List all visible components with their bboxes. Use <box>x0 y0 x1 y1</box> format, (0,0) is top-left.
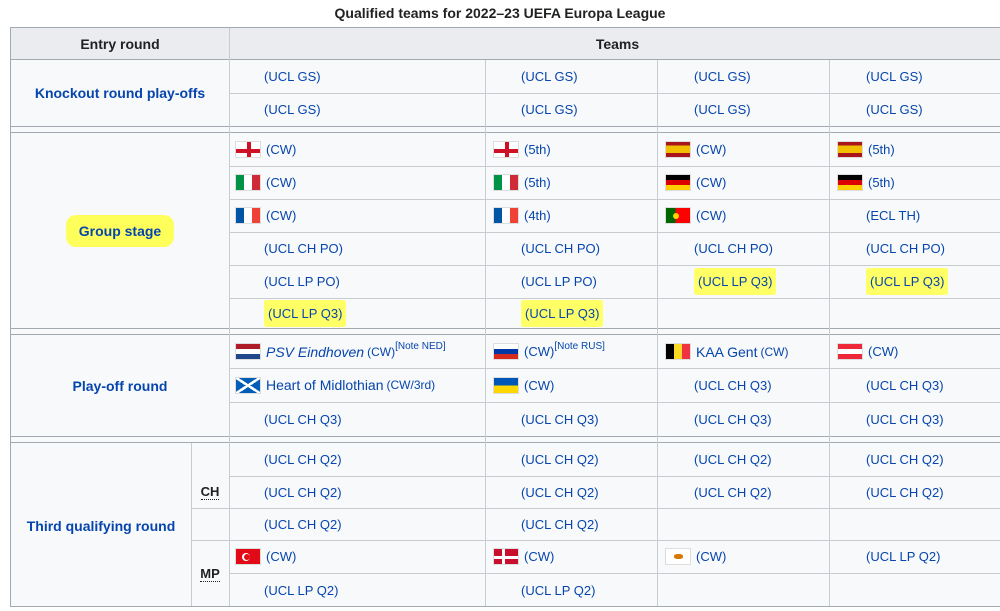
list-item: (UCL LP Q3) <box>866 265 949 298</box>
list-item: (UCL GS) <box>264 69 321 84</box>
list-item: (UCL LP Q2) <box>521 583 596 598</box>
list-item: (UCL GS) <box>521 102 578 117</box>
list-item: (CW) <box>493 368 554 402</box>
denmark-flag-icon[interactable] <box>493 548 519 565</box>
england-flag-icon[interactable] <box>235 141 261 158</box>
list-item: KAA Gent (CW) <box>665 335 788 368</box>
round-group-stage[interactable]: Group stage <box>11 133 229 328</box>
list-item: (UCL LP Q3) <box>521 298 604 328</box>
list-item: (UCL CH Q2) <box>264 452 342 467</box>
list-item: (ECL TH) <box>866 208 921 223</box>
list-item: (UCL CH PO) <box>521 241 600 256</box>
list-item: (UCL LP Q3) <box>264 298 347 328</box>
section-separator <box>11 328 1000 335</box>
portugal-flag-icon[interactable] <box>665 207 691 224</box>
list-item: (UCL GS) <box>866 102 923 117</box>
list-item: (UCL CH Q3) <box>866 411 944 427</box>
list-item: (CW) <box>837 335 898 368</box>
round-playoff[interactable]: Play-off round <box>11 335 229 436</box>
list-item: (CW) <box>235 166 296 199</box>
list-item: (UCL CH Q2) <box>264 484 342 500</box>
list-item: (UCL CH Q2) <box>866 452 944 467</box>
list-item: (CW) <box>493 540 554 573</box>
list-item: (UCL GS) <box>866 69 923 84</box>
list-item: (CW) <box>665 540 726 573</box>
section-separator <box>11 436 1000 443</box>
list-item: (UCL CH PO) <box>694 241 773 256</box>
list-item: (CW) <box>665 199 726 232</box>
list-item: Heart of Midlothian (CW/3rd) <box>235 368 435 402</box>
list-item: (UCL CH Q2) <box>521 516 599 532</box>
italy-flag-icon[interactable] <box>235 174 261 191</box>
list-item: PSV Eindhoven (CW) [Note NED] <box>235 335 446 368</box>
spain-flag-icon[interactable] <box>665 141 691 158</box>
belgium-flag-icon[interactable] <box>665 343 691 360</box>
qualified-teams-table: Entry round Teams Knockout round play-of… <box>10 27 1000 607</box>
germany-flag-icon[interactable] <box>837 174 863 191</box>
list-item: (UCL LP Q2) <box>866 549 941 564</box>
list-item: (5th) <box>493 166 551 199</box>
list-item: (UCL CH Q2) <box>866 484 944 500</box>
table-caption: Qualified teams for 2022–23 UEFA Europa … <box>334 5 666 21</box>
list-item: (UCL CH Q3) <box>521 411 599 427</box>
list-item: (UCL CH PO) <box>264 241 343 256</box>
list-item: (CW) <box>235 199 296 232</box>
list-item: (UCL CH Q2) <box>264 516 342 532</box>
list-item: (4th) <box>493 199 551 232</box>
list-item: (UCL CH Q3) <box>264 411 342 427</box>
list-item: (UCL CH Q2) <box>521 452 599 467</box>
ukraine-flag-icon[interactable] <box>493 376 519 394</box>
germany-flag-icon[interactable] <box>665 174 691 191</box>
list-item: (UCL LP PO) <box>264 274 340 289</box>
england-flag-icon[interactable] <box>493 141 519 158</box>
turkey-flag-icon[interactable] <box>235 548 261 565</box>
russia-flag-icon[interactable] <box>493 343 519 360</box>
list-item: (UCL GS) <box>694 102 751 117</box>
list-item: (UCL LP Q2) <box>264 583 339 598</box>
cyprus-flag-icon[interactable] <box>665 548 691 565</box>
path-main: MP <box>200 566 220 582</box>
list-item: (CW) <box>235 133 296 166</box>
austria-flag-icon[interactable] <box>837 343 863 360</box>
france-flag-icon[interactable] <box>493 207 519 224</box>
list-item: (CW) <box>665 133 726 166</box>
list-item: (CW) <box>665 166 726 199</box>
netherlands-flag-icon[interactable] <box>235 343 261 360</box>
list-item: (UCL CH Q2) <box>521 484 599 500</box>
list-item: (UCL CH Q3) <box>866 377 944 393</box>
france-flag-icon[interactable] <box>235 207 261 224</box>
list-item: (CW) [Note RUS] <box>493 335 605 368</box>
list-item: (UCL CH Q2) <box>694 452 772 467</box>
list-item: (5th) <box>837 133 895 166</box>
spain-flag-icon[interactable] <box>837 141 863 158</box>
list-item: (UCL CH Q3) <box>694 411 772 427</box>
list-item: (5th) <box>837 166 895 199</box>
list-item: (UCL GS) <box>521 69 578 84</box>
list-item: (5th) <box>493 133 551 166</box>
italy-flag-icon[interactable] <box>493 174 519 191</box>
list-item: (UCL CH Q2) <box>694 484 772 500</box>
path-champions: CH <box>200 483 220 500</box>
round-knockout-playoffs[interactable]: Knockout round play-offs <box>11 60 229 126</box>
round-third-qualifying[interactable]: Third qualifying round <box>11 443 191 606</box>
list-item: (CW) <box>235 540 296 573</box>
list-item: (UCL LP Q3) <box>694 265 777 298</box>
list-item: (UCL CH PO) <box>866 241 945 256</box>
list-item: (UCL GS) <box>264 102 321 117</box>
section-separator <box>11 126 1000 133</box>
list-item: (UCL GS) <box>694 69 751 84</box>
header-teams: Teams <box>229 28 1000 60</box>
scotland-flag-icon[interactable] <box>235 376 261 394</box>
list-item: (UCL CH Q3) <box>694 377 772 393</box>
header-entry-round: Entry round <box>11 28 229 60</box>
list-item: (UCL LP PO) <box>521 274 597 289</box>
